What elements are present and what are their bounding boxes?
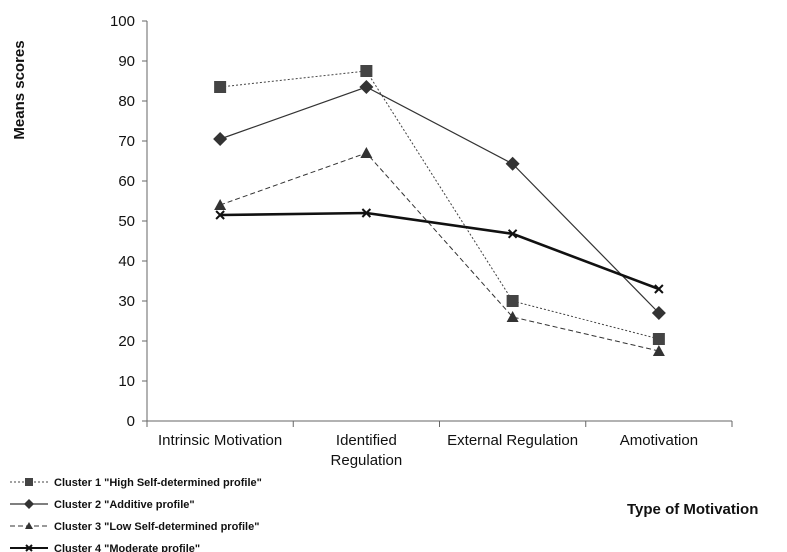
x-tick-label-line: Amotivation: [620, 432, 698, 449]
data-point: [359, 80, 374, 94]
legend-label: Cluster 4 "Moderate profile": [54, 543, 200, 552]
series-line: [220, 211, 660, 291]
y-tick-label: 100: [110, 13, 135, 30]
legend: Cluster 1 "High Self-determined profile"…: [10, 477, 262, 552]
data-point: [25, 478, 33, 486]
data-point: [360, 147, 373, 158]
series-2: [213, 80, 666, 320]
y-tick-label: 60: [118, 173, 135, 190]
y-tick-label: 30: [118, 293, 135, 310]
data-point: [25, 522, 33, 529]
x-tick-label: External Regulation: [447, 432, 578, 449]
x-tick-label-line: Identified: [336, 432, 397, 449]
x-tick-label: Identified Regulation: [331, 432, 403, 469]
legend-entry: Cluster 2 "Additive profile": [10, 499, 195, 511]
x-tick-label-line: External Regulation: [447, 432, 578, 449]
data-point: [213, 132, 228, 146]
legend-label: Cluster 2 "Additive profile": [54, 499, 195, 511]
series-line: [219, 86, 660, 314]
data-point: [651, 306, 666, 320]
y-tick-label: 0: [127, 413, 135, 430]
data-point: [652, 333, 665, 345]
data-point: [215, 210, 225, 220]
y-tick-label: 40: [118, 253, 135, 270]
y-tick-label: 20: [118, 333, 135, 350]
data-point: [507, 229, 518, 239]
x-tick-label-line: Intrinsic Motivation: [158, 432, 282, 449]
y-tick-label: 10: [118, 373, 135, 390]
legend-entry: Cluster 3 "Low Self-determined profile": [10, 521, 259, 533]
legend-entry: Cluster 1 "High Self-determined profile": [10, 477, 262, 489]
data-point: [506, 295, 519, 307]
series-line: [219, 152, 659, 352]
x-axis: Intrinsic Motivation Identified Regulation…: [146, 420, 733, 469]
series-line: [220, 70, 660, 340]
legend-label: Cluster 1 "High Self-determined profile": [54, 477, 262, 489]
x-tick-label: Intrinsic Motivation: [158, 432, 282, 449]
legend-entry: Cluster 4 "Moderate profile": [10, 543, 200, 552]
series-3: [214, 147, 665, 356]
data-point: [25, 544, 33, 552]
y-tick-label: 70: [118, 133, 135, 150]
series-1: [214, 65, 665, 345]
legend-label: Cluster 3 "Low Self-determined profile": [54, 521, 259, 533]
y-axis: 0 10 20 30 40 50 60 70 80 90 100: [110, 13, 148, 430]
data-point: [24, 499, 34, 509]
y-tick-label: 90: [118, 53, 135, 70]
y-axis-title: Means scores: [11, 40, 28, 139]
x-axis-title: Type of Motivation: [627, 501, 758, 518]
data-point: [654, 284, 664, 294]
x-tick-label-line: Regulation: [331, 452, 403, 469]
x-tick-label: Amotivation: [620, 432, 698, 449]
data-point: [214, 199, 227, 210]
data-point: [360, 65, 373, 77]
y-tick-label: 80: [118, 93, 135, 110]
data-point: [506, 311, 519, 322]
series-4: [215, 208, 664, 294]
data-point: [505, 156, 520, 171]
series-layer: [213, 65, 666, 356]
data-point: [214, 81, 227, 93]
data-point: [361, 208, 372, 218]
data-point: [652, 345, 665, 356]
y-tick-label: 50: [118, 213, 135, 230]
